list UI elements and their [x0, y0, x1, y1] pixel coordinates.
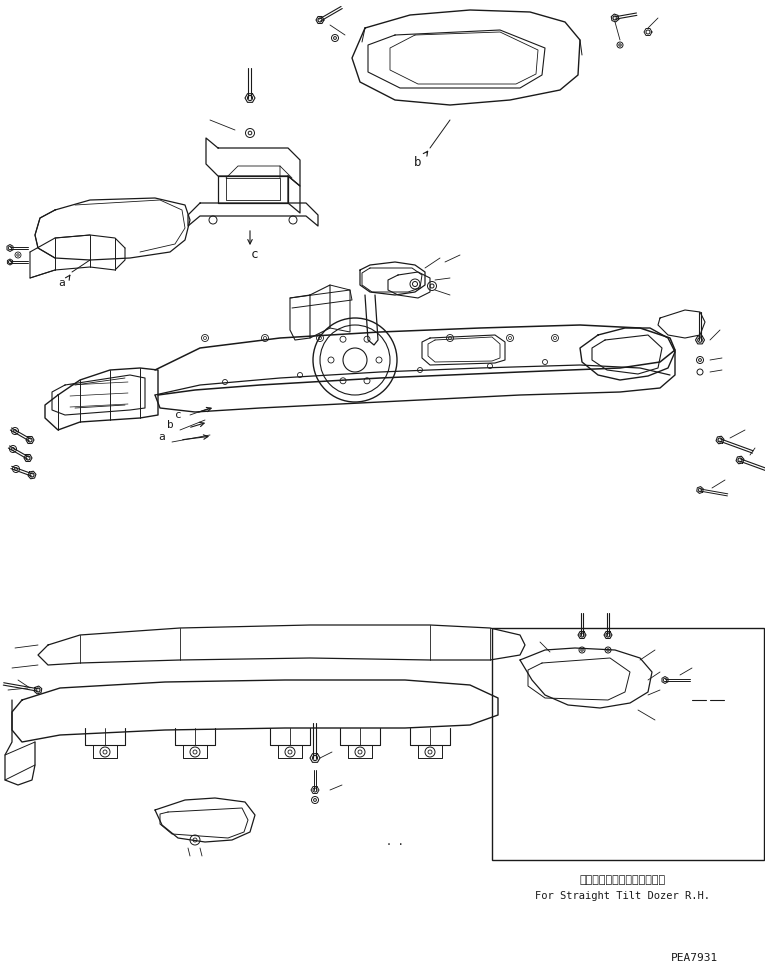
- Text: b: b: [415, 155, 422, 168]
- Text: b: b: [167, 420, 174, 430]
- Bar: [492, 628, 764, 860]
- Text: c: c: [251, 248, 259, 262]
- Text: PEA7931: PEA7931: [672, 953, 718, 963]
- Text: a: a: [158, 432, 165, 442]
- Text: ストレートチルトドーザ右用: ストレートチルトドーザ右用: [580, 875, 666, 885]
- Text: . .: . .: [386, 837, 404, 847]
- Text: For Straight Tilt Dozer R.H.: For Straight Tilt Dozer R.H.: [536, 891, 711, 901]
- Text: a: a: [59, 278, 65, 288]
- Text: c: c: [174, 410, 181, 420]
